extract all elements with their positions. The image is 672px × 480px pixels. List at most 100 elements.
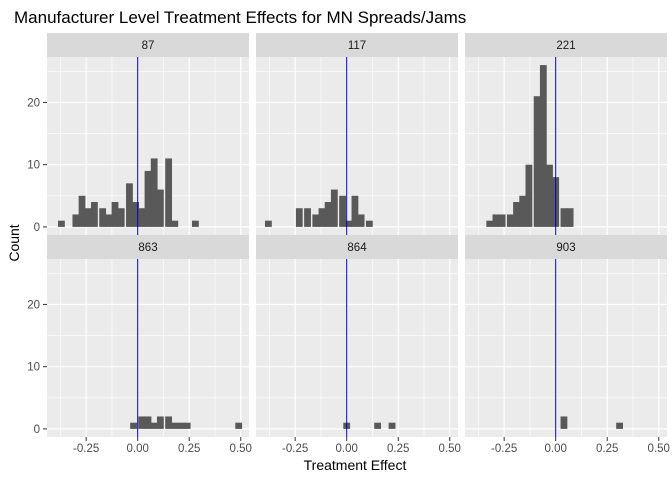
histogram-bar — [130, 422, 137, 429]
facet-strip — [465, 235, 667, 259]
histogram-bar — [192, 220, 199, 227]
histogram-bar — [498, 214, 506, 227]
histogram-bar — [492, 214, 500, 227]
histogram-bar — [183, 422, 191, 429]
histogram-bar — [566, 208, 574, 227]
histogram-bar — [144, 416, 152, 429]
histogram-bar — [351, 195, 359, 227]
y-tick-label: 10 — [27, 160, 40, 172]
chart-title: Manufacturer Level Treatment Effects for… — [14, 8, 466, 27]
x-tick-label: -0.25 — [491, 443, 517, 455]
histogram-bar — [506, 214, 514, 227]
histogram-bar — [357, 214, 365, 227]
histogram-bar — [105, 214, 113, 227]
facet-strip — [47, 33, 249, 57]
histogram-bar — [374, 422, 382, 429]
facet-strip-label: 87 — [142, 40, 155, 52]
x-tick-label: 0.25 — [178, 443, 200, 455]
histogram-bar — [513, 202, 520, 227]
histogram-bar — [533, 96, 541, 227]
facet-864: 864 -0.25 0.00 0.25 0.50 — [256, 235, 461, 455]
histogram-bar — [560, 416, 568, 429]
facet-903: 903 -0.25 0.00 0.25 0.50 — [465, 235, 670, 455]
panel-background — [465, 57, 667, 235]
panel-background — [465, 259, 667, 437]
x-tick-label: 0.00 — [126, 443, 148, 455]
histogram-bar — [165, 416, 173, 429]
x-tick-label: -0.25 — [73, 443, 99, 455]
facet-221: 221 — [465, 33, 667, 235]
histogram-bar — [171, 220, 179, 227]
x-tick-label: 0.25 — [596, 443, 618, 455]
facet-117: 117 — [256, 33, 458, 235]
histogram-bar — [156, 189, 164, 227]
histogram-bar — [78, 195, 86, 227]
histogram-bar — [345, 220, 353, 227]
histogram-bar — [132, 202, 140, 227]
y-axis-title: Count — [6, 224, 22, 261]
y-tick-label: 0 — [34, 222, 40, 234]
x-tick-label: 0.25 — [387, 443, 409, 455]
histogram-bar — [324, 202, 332, 227]
panel-background — [256, 259, 458, 437]
histogram-bar — [144, 170, 152, 227]
x-tick-label: 0.50 — [230, 443, 252, 455]
histogram-bar — [150, 422, 158, 429]
histogram-bar — [560, 208, 568, 227]
histogram-bar — [111, 202, 119, 227]
x-tick-label: 0.00 — [335, 443, 357, 455]
histogram-bar — [72, 214, 80, 227]
facet-strip — [256, 235, 458, 259]
histogram-bar — [295, 208, 303, 227]
x-tick-label: -0.25 — [282, 443, 308, 455]
histogram-bar — [388, 422, 396, 429]
facet-strip — [256, 33, 458, 57]
histogram-bar — [525, 164, 533, 227]
histogram-bar — [519, 195, 527, 227]
facet-strip — [47, 235, 249, 259]
histogram-bar — [318, 208, 326, 227]
histogram-bar — [165, 158, 173, 227]
facet-strip — [465, 33, 667, 57]
facet-87: 87 0 10 20 — [27, 33, 249, 235]
facet-strip-label: 864 — [347, 242, 367, 254]
y-tick-label: 10 — [27, 362, 40, 374]
histogram-bar — [156, 416, 164, 429]
x-tick-label: 0.00 — [544, 443, 566, 455]
y-tick-label: 20 — [27, 97, 40, 109]
histogram-bar — [84, 208, 92, 227]
histogram-bar — [304, 208, 311, 227]
histogram-bar — [91, 202, 98, 227]
y-tick-label: 20 — [27, 299, 40, 311]
histogram-bar — [616, 422, 623, 429]
histogram-bar — [171, 422, 179, 429]
facet-strip-label: 117 — [348, 40, 366, 52]
facet-strip-label: 221 — [556, 40, 575, 52]
histogram-bar — [312, 214, 320, 227]
histogram-bar — [546, 164, 553, 227]
x-tick-label: 0.50 — [648, 443, 670, 455]
histogram-bar — [177, 422, 185, 429]
histogram-bar — [539, 65, 547, 227]
histogram-bar — [330, 189, 338, 227]
histogram-bar — [126, 183, 133, 227]
histogram-bar — [486, 220, 494, 227]
y-tick-label: 0 — [34, 424, 40, 436]
histogram-bar — [99, 208, 107, 227]
histogram-bar — [138, 416, 146, 429]
histogram-bar — [365, 220, 373, 227]
x-tick-label: 0.50 — [439, 443, 461, 455]
facet-863: 863 0 10 20 -0.25 0.00 0.25 0.50 — [27, 235, 252, 455]
panel-background — [47, 259, 249, 437]
x-axis-title: Treatment Effect — [304, 457, 407, 473]
histogram-bar — [150, 158, 158, 227]
facet-strip-label: 863 — [138, 242, 157, 254]
histogram-bar — [138, 208, 146, 227]
histogram-bar — [264, 220, 272, 227]
facet-strip-label: 903 — [556, 242, 575, 254]
histogram-bar — [339, 195, 346, 227]
histogram-bar — [117, 208, 125, 227]
histogram-bar — [235, 422, 243, 429]
